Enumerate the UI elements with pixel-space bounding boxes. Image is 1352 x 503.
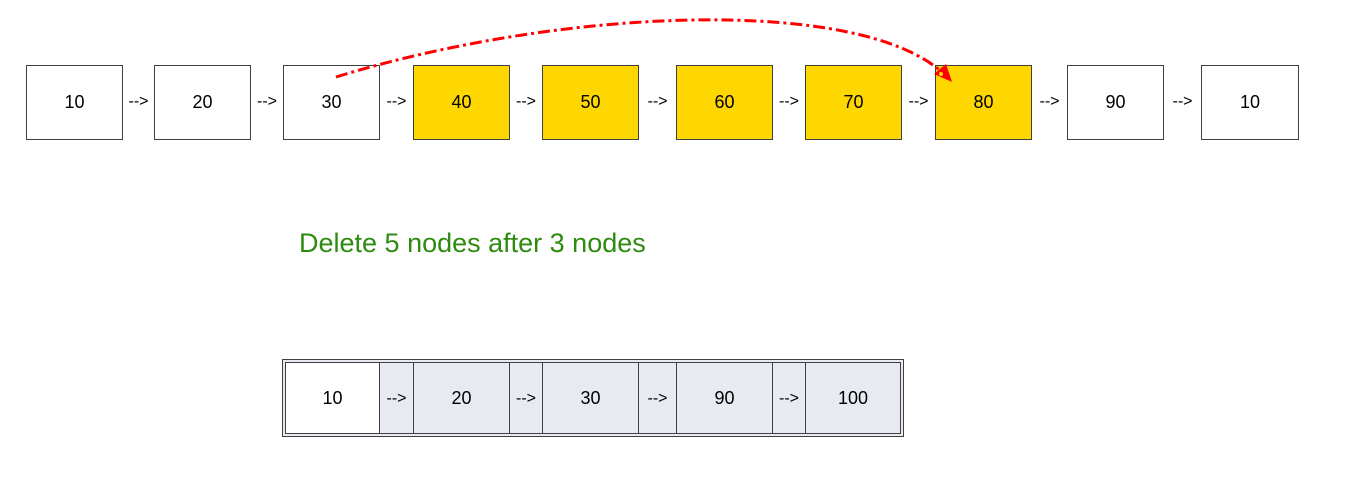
node-6-deleted: 60 — [676, 65, 773, 140]
link-arrow: --> — [908, 93, 929, 110]
link-arrow: --> — [1039, 93, 1060, 110]
result-node-4: 90 — [676, 362, 773, 434]
link-arrow: --> — [257, 93, 277, 110]
node-10: 10 — [1201, 65, 1299, 140]
result-link-arrow: --> — [386, 390, 407, 407]
link-arrow: --> — [1172, 93, 1193, 110]
result-node-5: 100 — [805, 362, 901, 434]
result-link-arrow: --> — [647, 390, 668, 407]
result-link-arrow: --> — [779, 390, 799, 407]
node-7-deleted: 70 — [805, 65, 902, 140]
caption: Delete 5 nodes after 3 nodes — [299, 228, 646, 258]
link-arrow: --> — [779, 93, 799, 110]
node-4-deleted: 40 — [413, 65, 510, 140]
node-3: 30 — [283, 65, 380, 140]
result-node-1: 10 — [285, 362, 380, 434]
result-link-arrow: --> — [516, 390, 536, 407]
result-node-2: 20 — [413, 362, 510, 434]
node-5-deleted: 50 — [542, 65, 639, 140]
link-arrow: --> — [647, 93, 668, 110]
node-1: 10 — [26, 65, 123, 140]
link-arrow: --> — [516, 93, 536, 110]
link-arrow: --> — [128, 93, 149, 110]
node-9: 90 — [1067, 65, 1164, 140]
result-node-3: 30 — [542, 362, 639, 434]
node-8-deleted: 80 — [935, 65, 1032, 140]
node-2: 20 — [154, 65, 251, 140]
link-arrow: --> — [386, 93, 407, 110]
